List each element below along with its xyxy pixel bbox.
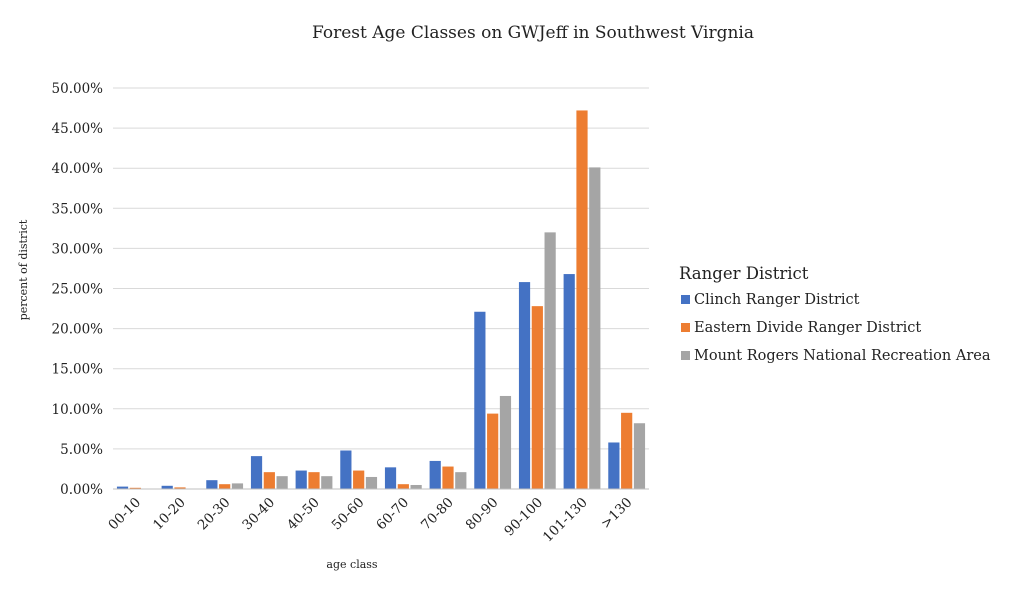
bar bbox=[589, 167, 601, 489]
bar bbox=[206, 480, 218, 489]
legend-swatch bbox=[681, 323, 690, 332]
bar bbox=[576, 110, 588, 490]
bar bbox=[365, 476, 378, 489]
x-tick-label: 70-80 bbox=[418, 495, 457, 534]
y-tick-label: 5.00% bbox=[60, 442, 103, 458]
bar bbox=[608, 442, 620, 489]
y-tick-label: 10.00% bbox=[52, 402, 104, 418]
chart-title: Forest Age Classes on GWJeff in Southwes… bbox=[312, 23, 754, 43]
bar bbox=[487, 413, 499, 489]
x-tick-label: 10-20 bbox=[150, 495, 189, 534]
legend-swatch bbox=[681, 295, 690, 304]
y-tick-label: 35.00% bbox=[52, 201, 104, 217]
bar bbox=[499, 395, 512, 489]
x-tick-label: 50-60 bbox=[329, 495, 368, 534]
bar bbox=[231, 483, 244, 489]
legend-entry: Mount Rogers National Recreation Area bbox=[694, 348, 991, 364]
bar bbox=[321, 476, 333, 489]
y-tick-label: 0.00% bbox=[60, 482, 103, 498]
bar bbox=[219, 484, 231, 489]
x-tick-label: >130 bbox=[598, 495, 636, 533]
bar bbox=[429, 460, 441, 489]
bar bbox=[455, 472, 467, 489]
bar bbox=[544, 232, 556, 490]
legend-title: Ranger District bbox=[679, 264, 809, 283]
bars bbox=[116, 110, 646, 490]
y-tick-label: 50.00% bbox=[52, 81, 104, 97]
bar bbox=[474, 311, 486, 489]
x-tick-label: 80-90 bbox=[463, 495, 502, 534]
bar bbox=[563, 274, 575, 489]
y-tick-label: 20.00% bbox=[52, 322, 104, 338]
bar bbox=[161, 485, 173, 489]
bar bbox=[410, 484, 422, 489]
bar bbox=[531, 306, 543, 489]
x-tick-label: 60-70 bbox=[373, 495, 412, 534]
legend-entry: Eastern Divide Ranger District bbox=[694, 320, 921, 336]
bar bbox=[340, 450, 352, 489]
bar bbox=[621, 412, 633, 489]
bar bbox=[518, 282, 531, 489]
y-axis-ticks: 0.00% 5.00% 10.00% 15.00% 20.00% 25.00% 30.00%… bbox=[52, 81, 104, 498]
bar bbox=[397, 484, 409, 489]
legend-swatch bbox=[681, 351, 690, 360]
y-axis-label: percent of district bbox=[17, 219, 30, 320]
x-axis-ticks: 00-10 10-20 20-30 30-40 40-50 50-60 60-70 70-80… bbox=[105, 495, 635, 546]
bar bbox=[633, 423, 646, 489]
legend-entry: Clinch Ranger District bbox=[694, 292, 860, 308]
x-tick-label: 90-100 bbox=[501, 495, 546, 540]
x-axis-label: age class bbox=[326, 558, 377, 571]
x-tick-label: 40-50 bbox=[284, 495, 323, 534]
y-tick-label: 25.00% bbox=[52, 282, 104, 298]
bar bbox=[308, 472, 320, 489]
x-tick-label: 30-40 bbox=[239, 495, 278, 534]
x-tick-label: 101-130 bbox=[540, 495, 591, 546]
x-tick-label: 20-30 bbox=[195, 495, 234, 534]
bar bbox=[174, 487, 186, 489]
bar bbox=[129, 487, 141, 489]
x-tick-label: 00-10 bbox=[105, 495, 144, 534]
bar bbox=[384, 467, 397, 489]
gridlines bbox=[113, 87, 649, 450]
bar bbox=[442, 466, 454, 489]
bar bbox=[276, 476, 288, 489]
y-tick-label: 30.00% bbox=[52, 241, 104, 257]
y-tick-label: 15.00% bbox=[52, 362, 104, 378]
bar bbox=[250, 456, 263, 489]
y-tick-label: 45.00% bbox=[52, 121, 104, 137]
y-tick-label: 40.00% bbox=[52, 161, 104, 177]
bar bbox=[353, 470, 365, 489]
bar bbox=[295, 470, 307, 489]
legend: Clinch Ranger District Eastern Divide Ran… bbox=[681, 292, 991, 364]
bar bbox=[116, 486, 129, 489]
bar bbox=[263, 472, 275, 489]
